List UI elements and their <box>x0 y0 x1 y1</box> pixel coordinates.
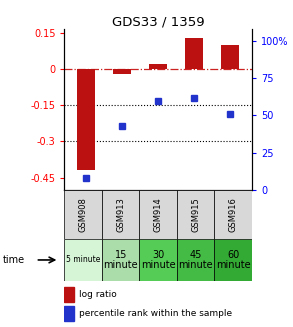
Text: percentile rank within the sample: percentile rank within the sample <box>79 309 232 318</box>
Bar <box>139 239 177 281</box>
Bar <box>64 306 74 321</box>
Bar <box>102 190 139 239</box>
Text: 15
minute: 15 minute <box>103 250 138 270</box>
Bar <box>221 45 239 69</box>
Text: 45
minute: 45 minute <box>178 250 213 270</box>
Bar <box>64 287 74 302</box>
Text: GSM908: GSM908 <box>79 197 88 232</box>
Bar <box>177 239 214 281</box>
Text: GSM914: GSM914 <box>154 197 163 232</box>
Text: 30
minute: 30 minute <box>141 250 176 270</box>
Bar <box>102 239 139 281</box>
Bar <box>64 190 102 239</box>
Bar <box>149 64 167 69</box>
Bar <box>177 190 214 239</box>
Bar <box>214 190 252 239</box>
Bar <box>185 38 203 69</box>
Bar <box>139 190 177 239</box>
Bar <box>77 69 95 170</box>
Bar <box>113 69 131 74</box>
Bar <box>214 239 252 281</box>
Text: GSM915: GSM915 <box>191 197 200 232</box>
Text: time: time <box>3 255 25 265</box>
Text: log ratio: log ratio <box>79 290 116 299</box>
Text: 5 minute: 5 minute <box>66 255 100 265</box>
Bar <box>64 239 102 281</box>
Text: GSM913: GSM913 <box>116 197 125 232</box>
Text: GSM916: GSM916 <box>229 197 238 232</box>
Title: GDS33 / 1359: GDS33 / 1359 <box>112 15 205 28</box>
Text: 60
minute: 60 minute <box>216 250 251 270</box>
